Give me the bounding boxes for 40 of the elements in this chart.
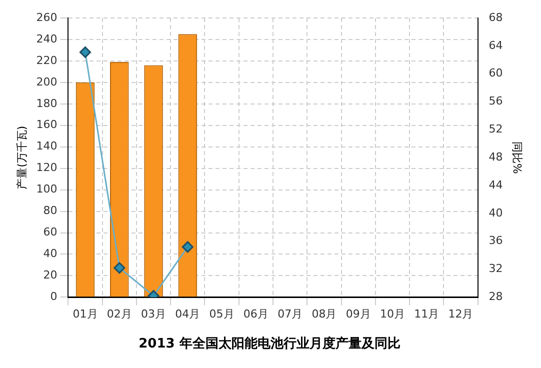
x-tick-label: 12月 — [448, 308, 474, 321]
y-tick-label: 220 — [36, 54, 58, 67]
y2-tick-label: 68 — [488, 10, 503, 24]
y-tick-label: 100 — [36, 182, 58, 196]
y-tick-label: 200 — [36, 75, 58, 88]
y2-tick-label: 56 — [488, 94, 503, 108]
y-tick-label: 180 — [36, 96, 58, 110]
y2-axis-title: 同比% — [510, 141, 524, 174]
x-tick-label: 02月 — [106, 308, 132, 321]
x-tick-label: 09月 — [346, 308, 371, 321]
x-tick-label: 11月 — [414, 308, 440, 321]
y2-tick-label: 40 — [488, 206, 503, 220]
x-tick-label: 06月 — [243, 308, 268, 321]
text: 2013 年全国太阳能电池行业月度产量及同比 — [138, 336, 400, 352]
y-tick-label: 260 — [36, 10, 58, 24]
x-tick-label: 04月 — [175, 308, 200, 321]
x-tick-label: 08月 — [312, 308, 337, 321]
y-tick-label: 20 — [43, 268, 58, 282]
y2-tick-label: 52 — [488, 122, 503, 136]
y2-tick-label: 64 — [488, 38, 503, 52]
y-tick-label: 120 — [36, 161, 58, 174]
y-tick-label: 60 — [43, 226, 58, 239]
y-tick-label: 160 — [36, 118, 58, 132]
y-tick-label: 40 — [43, 247, 58, 260]
x-tick-label: 10月 — [380, 308, 405, 321]
x-tick-label: 07月 — [278, 308, 303, 321]
y-tick-label: 240 — [36, 32, 58, 46]
y-tick-label: 80 — [43, 204, 58, 218]
y2-tick-label: 32 — [488, 262, 503, 276]
x-tick-label: 05月 — [209, 308, 234, 321]
y2-tick-label: 28 — [488, 290, 503, 304]
y2-tick-label: 44 — [488, 178, 503, 192]
y2-tick-label: 36 — [488, 234, 503, 248]
y2-tick-label: 60 — [488, 66, 503, 80]
x-tick-label: 01月 — [72, 308, 98, 321]
y-tick-label: 140 — [36, 140, 58, 153]
y-tick-label: 0 — [50, 290, 58, 304]
y-axis-title: 产量(万千瓦) — [15, 126, 28, 190]
y2-tick-label: 48 — [488, 150, 503, 164]
x-tick-label: 03月 — [141, 308, 166, 321]
